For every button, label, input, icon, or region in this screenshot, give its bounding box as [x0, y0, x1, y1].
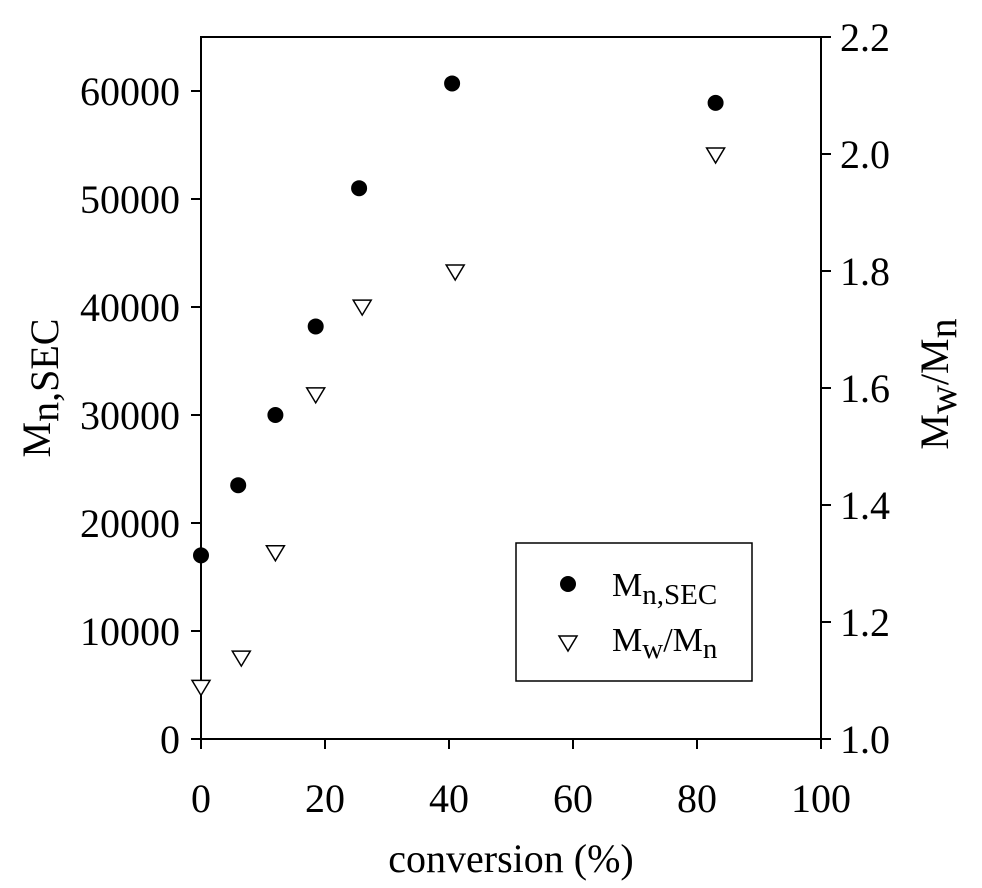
y-right-label-m1: M	[912, 414, 957, 450]
point-mw-mn	[444, 264, 466, 282]
point-mn-sec	[193, 547, 209, 564]
y-right-tick-label: 2.0	[840, 132, 890, 177]
y-left-label-main: M	[14, 422, 59, 458]
point-mn-sec	[707, 94, 724, 111]
point-mw-mn	[190, 679, 212, 697]
y-right-tick-label: 1.2	[840, 600, 890, 645]
y-right-tick-label: 1.8	[840, 249, 890, 294]
y-right-tick-label: 2.2	[840, 15, 890, 60]
y-right-tick-label: 1.4	[840, 483, 890, 528]
legend: Mn,SEC Mw/Mn	[515, 542, 753, 682]
point-mn-sec	[230, 477, 247, 494]
svg-text:Mw/Mn: Mw/Mn	[912, 318, 965, 449]
legend-label-mw-mn: Mw/Mn	[612, 622, 718, 665]
y-left-label-sub: n,SEC	[22, 319, 67, 422]
x-tick-label: 0	[191, 776, 211, 821]
x-axis: 0 20 40 60 80 100	[191, 739, 851, 821]
y-right-label-s1: w	[920, 385, 965, 414]
y-right-label-slash: /M	[912, 338, 957, 385]
x-tick-label: 60	[553, 776, 593, 821]
point-mn-sec	[351, 180, 368, 197]
point-mn-sec	[307, 318, 324, 335]
legend-box	[515, 542, 753, 682]
y-right-tick-label: 1.0	[840, 717, 890, 762]
svg-text:Mn,SEC: Mn,SEC	[14, 319, 67, 458]
y-axis-right: 1.0 1.2 1.4 1.6 1.8 2.0 2.2	[821, 15, 890, 762]
y-left-tick-label: 0	[160, 717, 180, 762]
y-left-tick-label: 20000	[80, 501, 180, 546]
point-mw-mn	[265, 545, 286, 563]
y-axis-left: 0 10000 20000 30000 40000 50000 60000	[80, 69, 201, 762]
point-mn-sec	[444, 75, 461, 92]
x-tick-label: 20	[305, 776, 345, 821]
y-left-tick-label: 60000	[80, 69, 180, 114]
point-mn-sec	[267, 407, 284, 423]
point-mw-mn	[230, 650, 252, 668]
y-axis-left-label: Mn,SEC	[14, 319, 67, 458]
x-tick-label: 40	[429, 776, 469, 821]
point-mw-mn	[705, 147, 726, 165]
y-left-tick-label: 30000	[80, 393, 180, 438]
x-tick-label: 100	[791, 776, 851, 821]
point-mw-mn	[351, 299, 373, 317]
x-tick-label: 80	[677, 776, 717, 821]
y-left-tick-label: 50000	[80, 177, 180, 222]
y-left-tick-label: 40000	[80, 285, 180, 330]
y-axis-right-label: Mw/Mn	[912, 318, 965, 449]
x-axis-label: conversion (%)	[388, 836, 633, 881]
y-right-label-s2: n	[920, 318, 965, 338]
data-points	[190, 75, 726, 697]
legend-marker-mn-sec	[560, 576, 576, 592]
legend-label-mn-sec: Mn,SEC	[612, 567, 717, 611]
legend-marker-mw-mn	[557, 635, 579, 653]
y-right-tick-label: 1.6	[840, 366, 890, 411]
y-left-tick-label: 10000	[80, 609, 180, 654]
point-mw-mn	[305, 387, 327, 405]
